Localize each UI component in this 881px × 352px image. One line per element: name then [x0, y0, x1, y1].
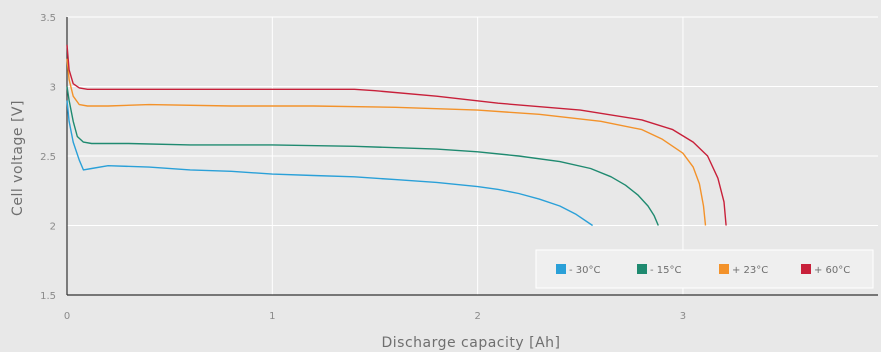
legend-swatch-2 — [719, 264, 729, 274]
legend-label-0: - 30°C — [569, 265, 601, 276]
series-line-1 — [66, 86, 659, 226]
legend-swatch-1 — [637, 264, 647, 274]
x-tick-label: 2 — [474, 311, 480, 322]
y-tick-label: 1.5 — [40, 291, 56, 302]
series-lines — [66, 44, 727, 227]
y-axis-label: Cell voltage [V] — [10, 100, 26, 216]
y-tick-label: 2 — [50, 222, 56, 233]
x-tick-labels: 0 1 2 3 — [64, 311, 686, 322]
series-line-3 — [66, 44, 727, 226]
y-tick-label: 2.5 — [40, 152, 56, 163]
x-tick-label: 1 — [269, 311, 275, 322]
legend-label-3: + 60°C — [814, 265, 850, 276]
x-tick-label: 0 — [64, 311, 70, 322]
series-line-2 — [66, 58, 707, 226]
legend-swatch-0 — [556, 264, 566, 274]
legend-label-2: + 23°C — [732, 265, 768, 276]
y-tick-label: 3.5 — [40, 13, 56, 24]
x-tick-label: 3 — [680, 311, 686, 322]
y-tick-labels: 1.5 2 2.5 3 3.5 — [40, 13, 56, 302]
legend-box — [535, 249, 874, 289]
legend-items: - 30°C - 15°C + 23°C + 60°C — [556, 264, 850, 276]
legend: - 30°C - 15°C + 23°C + 60°C — [535, 249, 874, 289]
series-line-0 — [66, 100, 593, 227]
y-tick-label: 3 — [50, 83, 56, 94]
x-axis-label: Discharge capacity [Ah] — [381, 335, 560, 351]
legend-swatch-3 — [801, 264, 811, 274]
legend-label-1: - 15°C — [650, 265, 682, 276]
